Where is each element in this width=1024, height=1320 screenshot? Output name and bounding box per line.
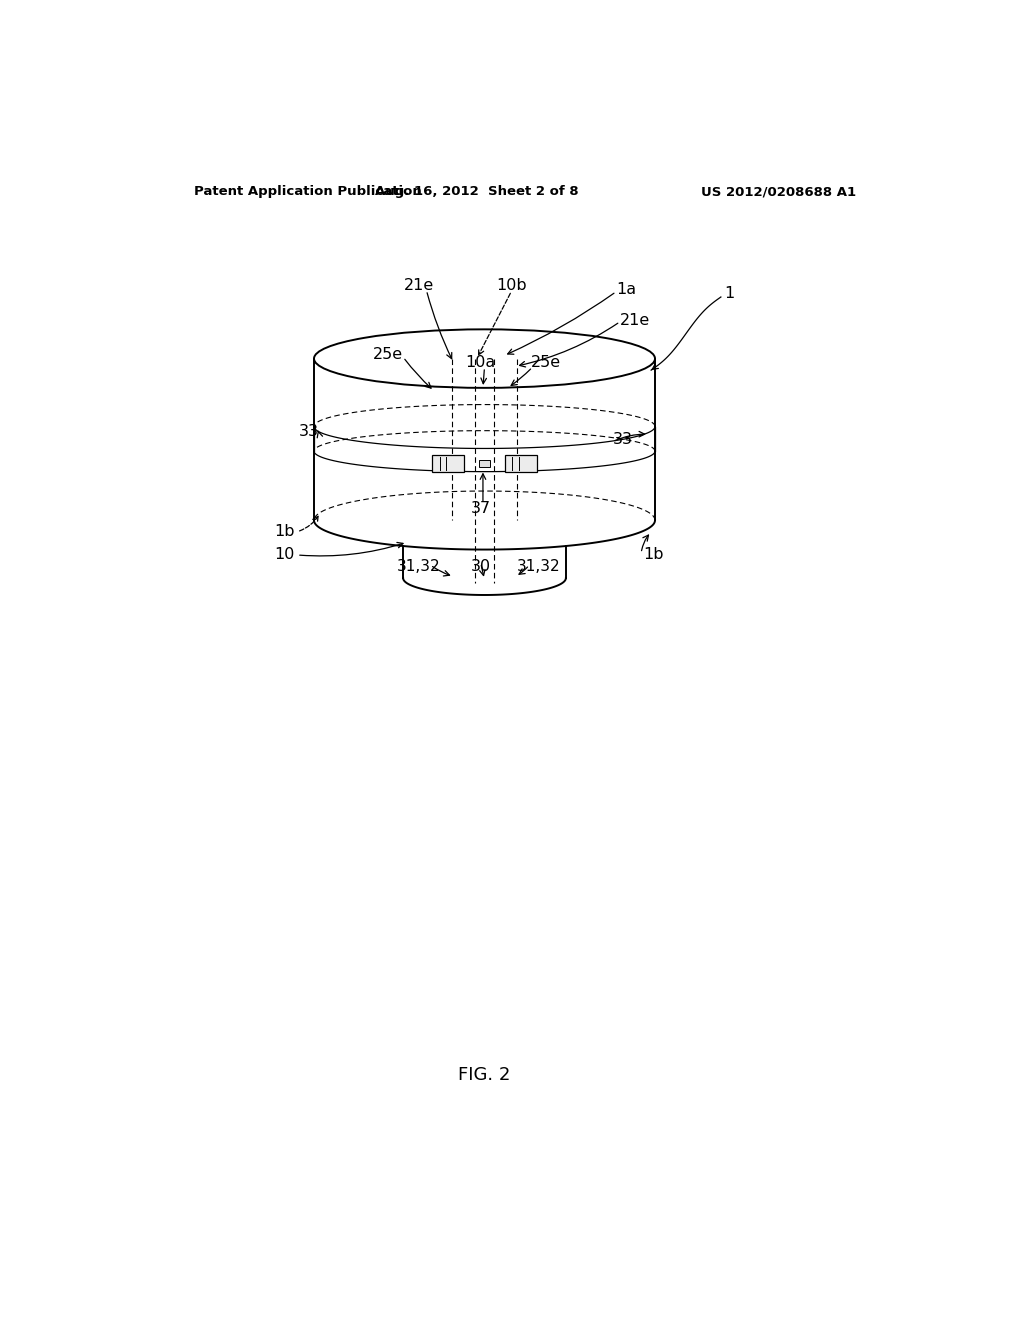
Text: 30: 30 [471, 558, 490, 574]
Text: Aug. 16, 2012  Sheet 2 of 8: Aug. 16, 2012 Sheet 2 of 8 [375, 185, 579, 198]
Text: 33: 33 [612, 432, 633, 447]
Text: 1b: 1b [643, 548, 664, 562]
Text: 31,32: 31,32 [517, 558, 560, 574]
Text: 33: 33 [299, 424, 318, 440]
Text: 21e: 21e [621, 313, 650, 327]
Text: 10b: 10b [497, 279, 527, 293]
FancyBboxPatch shape [479, 459, 489, 467]
FancyBboxPatch shape [505, 455, 538, 473]
Text: 21e: 21e [403, 279, 434, 293]
FancyBboxPatch shape [432, 455, 464, 473]
Text: 10: 10 [274, 548, 295, 562]
Text: 25e: 25e [531, 355, 561, 370]
Text: 10a: 10a [466, 355, 496, 370]
Text: 31,32: 31,32 [397, 558, 440, 574]
Text: 1b: 1b [274, 524, 295, 540]
Text: 1: 1 [725, 285, 735, 301]
Text: FIG. 2: FIG. 2 [459, 1065, 511, 1084]
Text: 1a: 1a [616, 281, 636, 297]
Text: US 2012/0208688 A1: US 2012/0208688 A1 [701, 185, 856, 198]
Text: Patent Application Publication: Patent Application Publication [194, 185, 422, 198]
Text: 37: 37 [471, 502, 490, 516]
Text: 25e: 25e [373, 347, 402, 362]
